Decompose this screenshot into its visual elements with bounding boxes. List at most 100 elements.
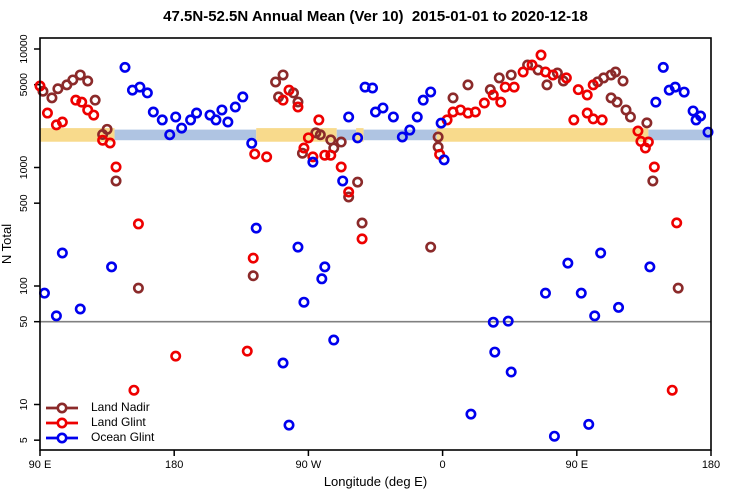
x-tick-label: 90 E xyxy=(565,459,588,471)
data-point-land-nadir xyxy=(447,92,459,104)
data-point-ocean-glint xyxy=(548,430,560,442)
data-point-land-glint xyxy=(526,59,538,71)
data-point-land-glint xyxy=(572,84,584,96)
y-tick-label: 100 xyxy=(18,277,30,295)
data-point-land-nadir xyxy=(247,270,259,282)
data-point-land-nadir xyxy=(314,129,326,141)
data-point-ocean-glint xyxy=(367,82,379,94)
legend-marker-icon xyxy=(46,402,78,413)
data-point-land-nadir xyxy=(432,131,444,143)
y-tick-label: 5000 xyxy=(18,73,30,97)
data-point-land-nadir xyxy=(624,111,636,123)
data-point-land-glint xyxy=(247,252,259,264)
data-point-land-glint xyxy=(535,49,547,61)
data-point-land-glint xyxy=(298,142,310,154)
data-point-land-glint xyxy=(568,114,580,126)
data-point-ocean-glint xyxy=(38,287,50,299)
data-point-land-nadir xyxy=(89,94,101,106)
data-point-ocean-glint xyxy=(502,315,514,327)
x-tick-label: 180 xyxy=(165,459,183,471)
data-point-land-glint xyxy=(325,149,337,161)
data-point-ocean-glint xyxy=(465,408,477,420)
data-point-ocean-glint xyxy=(237,91,249,103)
data-point-ocean-glint xyxy=(170,111,182,123)
data-point-land-nadir xyxy=(462,79,474,91)
surface-band-ocean-segment xyxy=(336,129,357,141)
data-point-land-nadir xyxy=(52,83,64,95)
data-point-land-glint xyxy=(249,148,261,160)
legend-item-land-glint: Land Glint xyxy=(44,415,154,430)
data-point-ocean-glint xyxy=(176,122,188,134)
data-point-ocean-glint xyxy=(307,156,319,168)
data-point-land-nadir xyxy=(610,66,622,78)
data-point-ocean-glint xyxy=(387,111,399,123)
data-point-land-nadir xyxy=(67,74,79,86)
data-point-land-glint xyxy=(581,107,593,119)
data-point-ocean-glint xyxy=(277,357,289,369)
data-point-land-glint xyxy=(666,384,678,396)
data-point-land-glint xyxy=(335,161,347,173)
y-tick-label: 10000 xyxy=(18,34,30,63)
data-point-ocean-glint xyxy=(156,114,168,126)
data-point-land-glint xyxy=(632,125,644,137)
data-point-ocean-glint xyxy=(678,86,690,98)
data-point-land-nadir xyxy=(343,191,355,203)
data-point-land-nadir xyxy=(641,117,653,129)
data-point-ocean-glint xyxy=(650,96,662,108)
data-point-ocean-glint xyxy=(487,316,499,328)
data-point-ocean-glint xyxy=(316,273,328,285)
chart-title: 47.5N-52.5N Annual Mean (Ver 10) 2015-01… xyxy=(163,8,588,25)
data-point-land-glint xyxy=(356,233,368,245)
surface-band-ocean-segment xyxy=(114,129,257,141)
data-point-ocean-glint xyxy=(411,111,423,123)
surface-band-ocean-segment xyxy=(363,129,437,141)
data-point-land-glint xyxy=(560,72,572,84)
data-point-land-nadir xyxy=(74,69,86,81)
data-point-land-glint xyxy=(581,89,593,101)
data-point-land-nadir xyxy=(425,241,437,253)
data-point-ocean-glint xyxy=(337,175,349,187)
data-point-land-nadir xyxy=(493,72,505,84)
data-point-ocean-glint xyxy=(106,261,118,273)
y-tick-label: 1000 xyxy=(18,156,30,180)
data-point-ocean-glint xyxy=(669,81,681,93)
data-point-land-nadir xyxy=(132,282,144,294)
x-tick-label: 180 xyxy=(702,459,720,471)
x-tick-label: 90 W xyxy=(296,459,322,471)
legend-item-ocean-glint: Ocean Glint xyxy=(44,430,154,445)
data-point-land-nadir xyxy=(97,128,109,140)
data-point-land-nadir xyxy=(611,96,623,108)
data-point-land-glint xyxy=(319,149,331,161)
data-point-land-glint xyxy=(508,81,520,93)
data-point-ocean-glint xyxy=(292,241,304,253)
data-point-land-glint xyxy=(596,114,608,126)
data-point-ocean-glint xyxy=(505,366,517,378)
data-point-ocean-glint xyxy=(539,287,551,299)
data-point-ocean-glint xyxy=(489,346,501,358)
data-point-ocean-glint xyxy=(222,116,234,128)
data-point-ocean-glint xyxy=(210,114,222,126)
data-point-land-nadir xyxy=(617,75,629,87)
data-point-land-glint xyxy=(110,161,122,173)
data-point-land-glint xyxy=(41,107,53,119)
data-point-land-glint xyxy=(495,96,507,108)
data-point-land-nadir xyxy=(82,75,94,87)
y-tick-label: 10 xyxy=(18,399,30,411)
data-point-ocean-glint xyxy=(417,94,429,106)
data-point-ocean-glint xyxy=(319,261,331,273)
data-point-ocean-glint xyxy=(134,81,146,93)
data-point-ocean-glint xyxy=(185,114,197,126)
y-tick-label: 500 xyxy=(18,194,30,212)
data-point-land-glint xyxy=(88,109,100,121)
data-point-ocean-glint xyxy=(575,287,587,299)
data-point-land-glint xyxy=(277,94,289,106)
data-point-land-glint xyxy=(261,151,273,163)
data-point-land-nadir xyxy=(505,69,517,81)
legend: Land Nadir Land Glint Ocean Glint xyxy=(44,400,154,445)
data-point-ocean-glint xyxy=(119,61,131,73)
data-point-land-nadir xyxy=(647,175,659,187)
y-tick-label: 50 xyxy=(18,316,30,328)
data-point-ocean-glint xyxy=(229,101,241,113)
data-point-ocean-glint xyxy=(425,86,437,98)
